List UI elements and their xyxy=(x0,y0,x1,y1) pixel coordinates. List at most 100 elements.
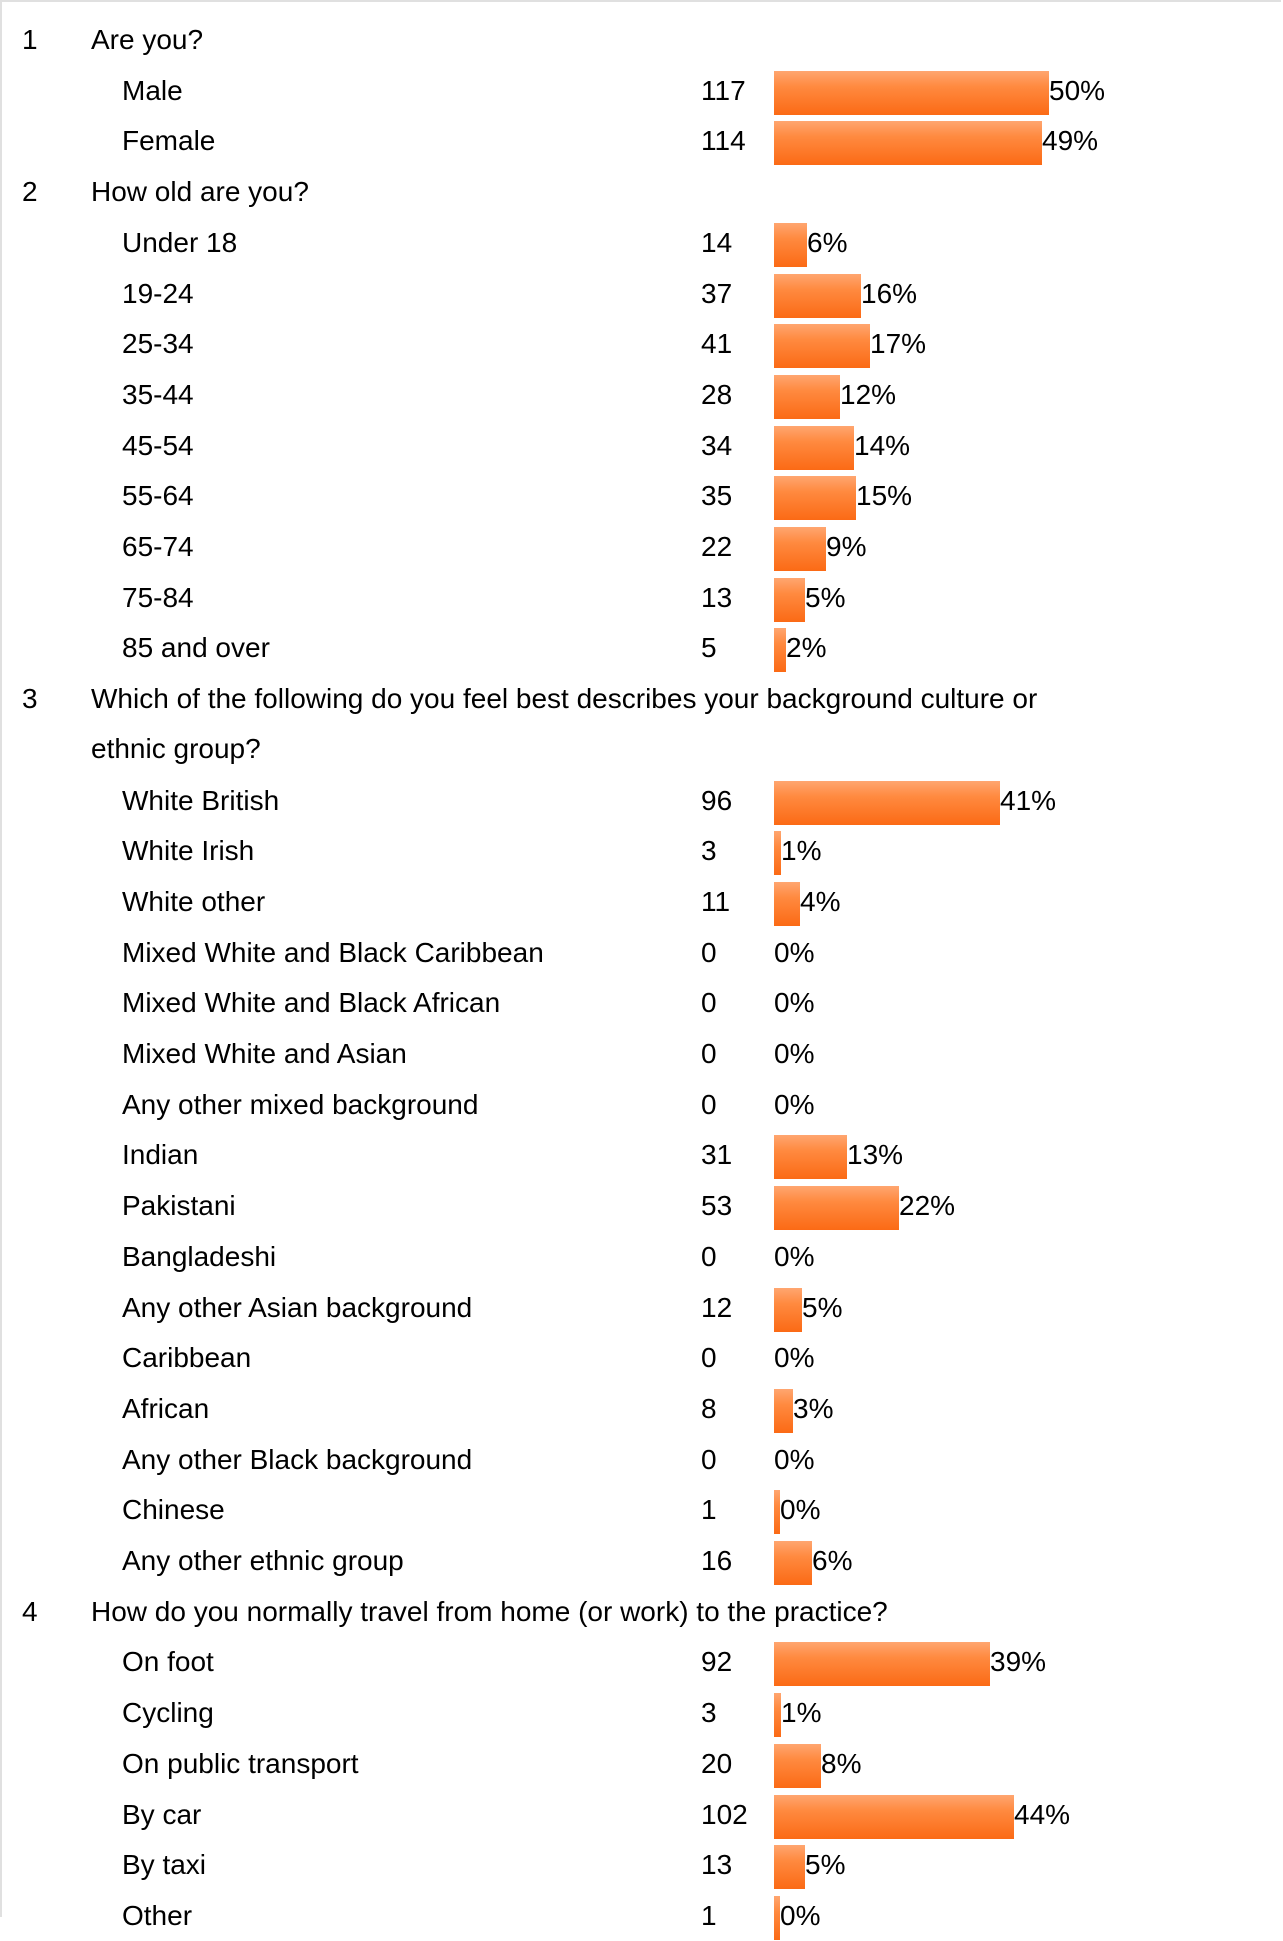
answer-percent: 6% xyxy=(807,226,848,258)
answer-bar xyxy=(774,1693,781,1738)
answer-label: Any other Black background xyxy=(122,1443,473,1475)
answer-percent: 17% xyxy=(870,328,927,360)
answer-row: Male 117 50% xyxy=(0,66,1283,116)
answer-row: Mixed White and Asian 0 0% xyxy=(0,1029,1283,1079)
answer-row: Any other ethnic group 16 6% xyxy=(0,1536,1283,1586)
answer-row: Any other Asian background 12 5% xyxy=(0,1283,1283,1333)
answer-label: Cycling xyxy=(122,1697,214,1729)
answer-percent: 41% xyxy=(1000,784,1057,816)
answer-percent: 44% xyxy=(1014,1798,1071,1830)
answer-bar xyxy=(774,577,805,622)
question-number: 4 xyxy=(22,1595,38,1627)
answer-percent: 12% xyxy=(840,378,897,410)
answer-bar xyxy=(774,1541,812,1585)
answer-percent: 0% xyxy=(774,1240,815,1272)
answer-count: 16 xyxy=(701,1545,733,1576)
answer-count: 13 xyxy=(701,581,733,613)
answer-label: Mixed White and Black African xyxy=(122,987,501,1019)
answer-percent: 50% xyxy=(1049,74,1106,106)
answer-label: Any other Asian background xyxy=(122,1291,473,1323)
answer-bar xyxy=(774,121,1042,166)
answer-percent: 5% xyxy=(802,1291,843,1323)
answer-count: 41 xyxy=(701,328,733,360)
answer-row: 19-24 37 16% xyxy=(0,269,1283,319)
answer-count: 0 xyxy=(701,936,717,968)
answer-label: 45-54 xyxy=(122,429,194,461)
answer-row: On public transport 20 8% xyxy=(0,1739,1283,1789)
answer-bar xyxy=(774,1135,847,1180)
answer-label: Mixed White and Black Caribbean xyxy=(122,936,544,968)
answer-row: Bangladeshi 0 0% xyxy=(0,1232,1283,1282)
answer-bar xyxy=(774,780,1000,825)
answer-bar xyxy=(774,831,781,876)
answer-bar xyxy=(774,1490,780,1535)
answer-bar xyxy=(774,1895,780,1940)
answer-row: Pakistani 53 22% xyxy=(0,1181,1283,1231)
answer-count: 3 xyxy=(701,1697,717,1729)
answer-count: 8 xyxy=(701,1392,717,1424)
answer-count: 1 xyxy=(701,1494,717,1526)
answer-bar xyxy=(774,1743,821,1788)
answer-count: 0 xyxy=(701,1088,717,1120)
answer-bar xyxy=(774,324,870,369)
answer-row: Female 114 49% xyxy=(0,116,1283,166)
answer-count: 31 xyxy=(701,1139,733,1171)
answer-row: White British 96 41% xyxy=(0,776,1283,826)
answer-label: Caribbean xyxy=(122,1342,252,1374)
answer-percent: 6% xyxy=(812,1545,853,1576)
answer-row: 75-84 13 5% xyxy=(0,573,1283,623)
answer-row: Any other mixed background 0 0% xyxy=(0,1080,1283,1130)
answer-count: 34 xyxy=(701,429,733,461)
answer-row: By car 102 44% xyxy=(0,1790,1283,1840)
answer-count: 35 xyxy=(701,480,733,512)
answer-label: By car xyxy=(122,1798,202,1830)
answer-percent: 5% xyxy=(805,1849,846,1881)
answer-row: White other 11 4% xyxy=(0,877,1283,927)
answer-label: 65-74 xyxy=(122,531,194,562)
answer-label: Any other ethnic group xyxy=(122,1545,404,1576)
answer-percent: 5% xyxy=(805,581,846,613)
answer-count: 28 xyxy=(701,378,733,410)
question-text-line2: ethnic group? xyxy=(91,733,261,765)
answer-label: African xyxy=(122,1392,210,1424)
answer-label: Other xyxy=(122,1899,193,1931)
answer-count: 102 xyxy=(701,1798,748,1830)
answer-percent: 0% xyxy=(774,987,815,1019)
question-number: 2 xyxy=(22,176,38,208)
answer-count: 3 xyxy=(701,835,717,867)
answer-count: 96 xyxy=(701,784,733,816)
answer-label: 35-44 xyxy=(122,378,194,410)
answer-row: Chinese 1 0% xyxy=(0,1485,1283,1535)
answer-percent: 0% xyxy=(780,1494,821,1526)
answer-percent: 2% xyxy=(786,632,827,664)
answer-percent: 22% xyxy=(899,1190,956,1222)
answer-label: Under 18 xyxy=(122,226,238,258)
answer-label: On public transport xyxy=(122,1747,359,1779)
answer-row: On foot 92 39% xyxy=(0,1637,1283,1687)
answer-label: Bangladeshi xyxy=(122,1240,277,1272)
answer-bar xyxy=(774,881,800,926)
answer-label: On foot xyxy=(122,1646,214,1678)
answer-row: By taxi 13 5% xyxy=(0,1840,1283,1890)
answer-count: 53 xyxy=(701,1190,733,1222)
answer-row: Mixed White and Black African 0 0% xyxy=(0,978,1283,1028)
answer-label: 55-64 xyxy=(122,480,194,512)
answer-count: 22 xyxy=(701,531,733,562)
question-text: Are you? xyxy=(91,24,204,55)
answer-percent: 9% xyxy=(826,531,867,562)
answer-label: 85 and over xyxy=(122,632,270,664)
answer-count: 92 xyxy=(701,1646,733,1678)
answer-row: 25-34 41 17% xyxy=(0,319,1283,369)
answer-count: 13 xyxy=(701,1849,733,1881)
answer-count: 0 xyxy=(701,1342,717,1374)
answer-bar xyxy=(774,70,1049,115)
question-text: How old are you? xyxy=(91,176,309,208)
answer-count: 12 xyxy=(701,1291,733,1323)
question-number: 3 xyxy=(22,683,38,715)
answer-percent: 0% xyxy=(774,1443,815,1475)
answer-percent: 13% xyxy=(847,1139,904,1171)
answer-row: 55-64 35 15% xyxy=(0,471,1283,521)
answer-count: 20 xyxy=(701,1747,733,1779)
answer-count: 11 xyxy=(701,885,731,917)
